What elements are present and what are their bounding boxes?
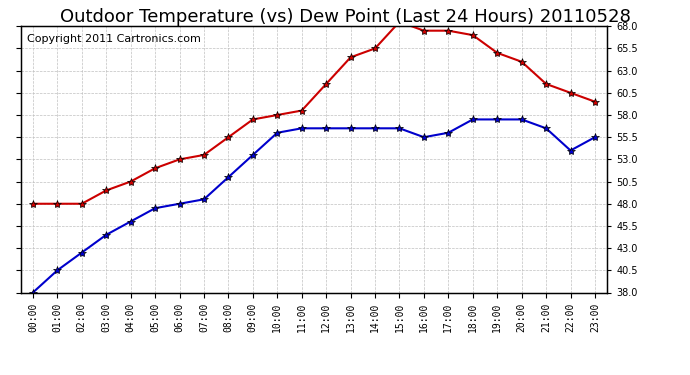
Text: Copyright 2011 Cartronics.com: Copyright 2011 Cartronics.com	[26, 34, 200, 44]
Text: Outdoor Temperature (vs) Dew Point (Last 24 Hours) 20110528: Outdoor Temperature (vs) Dew Point (Last…	[59, 8, 631, 26]
